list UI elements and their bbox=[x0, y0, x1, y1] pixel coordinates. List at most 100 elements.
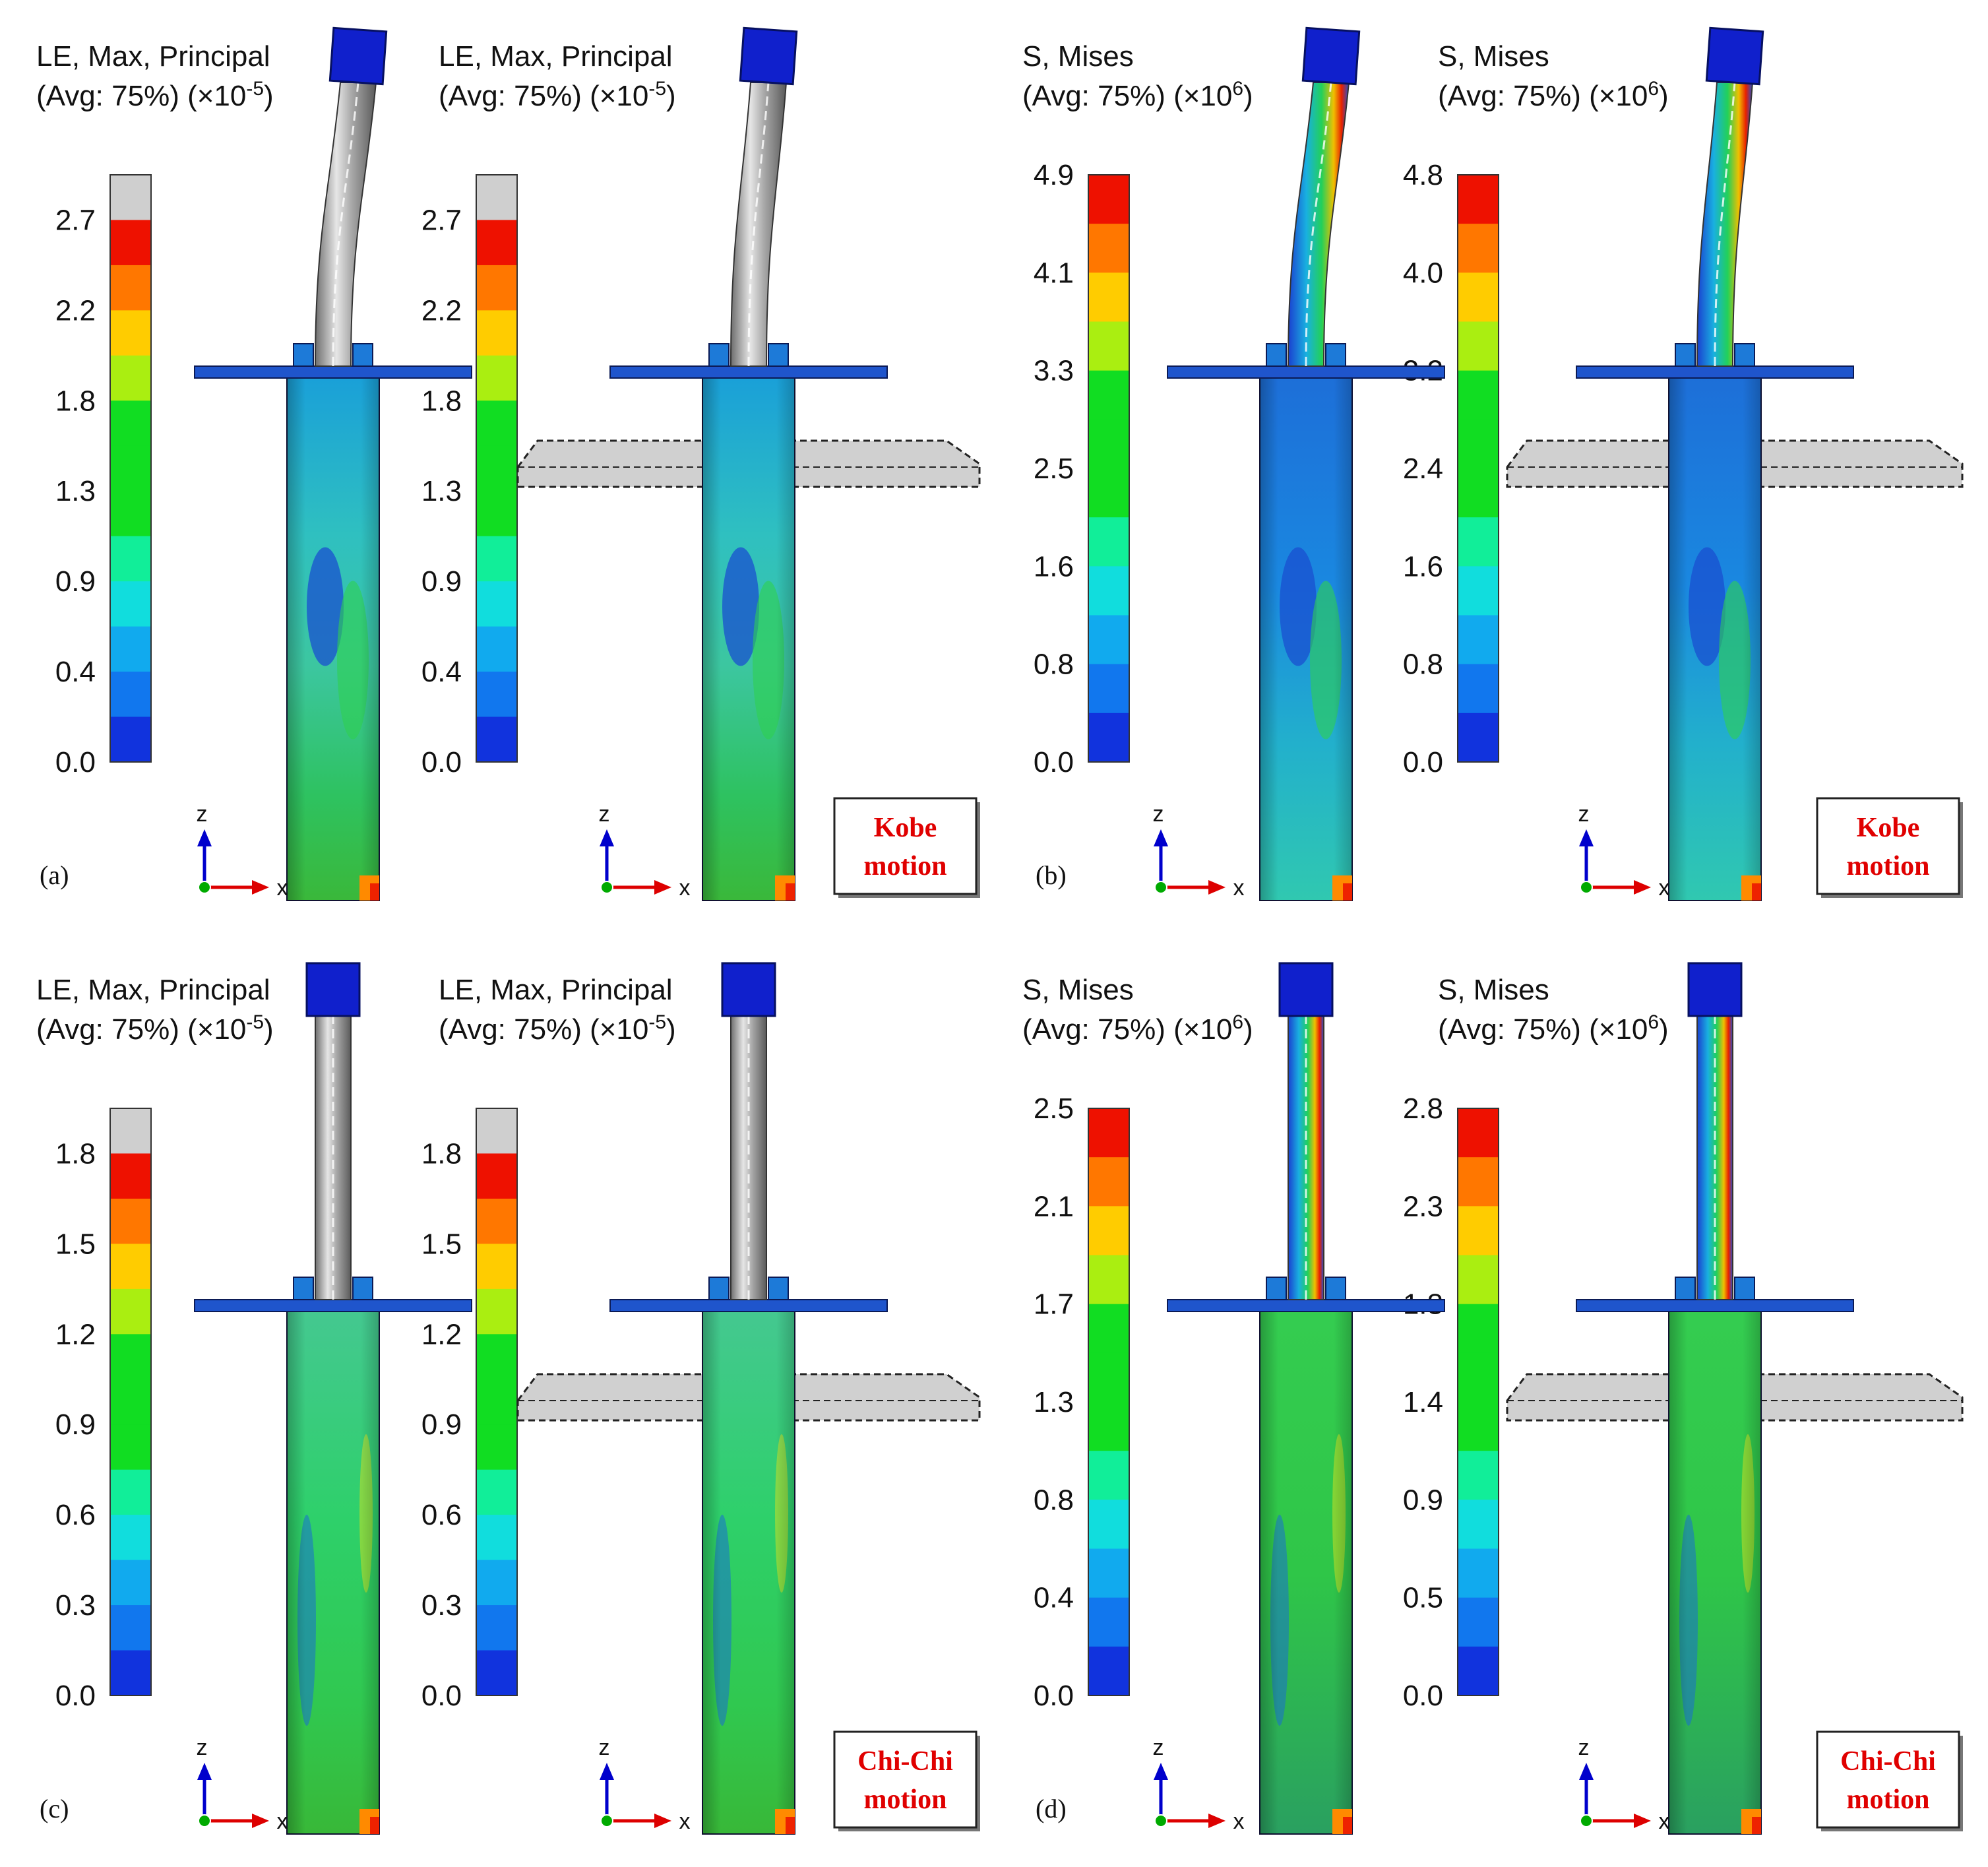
panel-c-left-tick-label: 1.2 bbox=[55, 1318, 96, 1350]
x-axis-label: x bbox=[1659, 1809, 1670, 1834]
x-axis-arrowhead bbox=[654, 880, 671, 895]
panel-c-right-colorbar-band bbox=[476, 1379, 517, 1425]
origin-dot bbox=[1154, 1814, 1167, 1827]
z-axis-arrowhead bbox=[1579, 829, 1594, 846]
x-axis-arrowhead bbox=[1634, 880, 1651, 895]
panel-d-left-pile-shade bbox=[1260, 1312, 1352, 1834]
panel-b-right-colorbar-band bbox=[1458, 664, 1499, 714]
panel-d-left-colorbar-band bbox=[1088, 1402, 1129, 1451]
panel-b-right-colorbar-band bbox=[1458, 370, 1499, 420]
panel-d-left-colorbar-band bbox=[1088, 1304, 1129, 1354]
motion-box-frame bbox=[833, 797, 978, 895]
panel-a-left-axis-triad: zx bbox=[197, 802, 288, 901]
panel-a-left-colorbar-band bbox=[110, 626, 151, 672]
panel-d-left-mass-block bbox=[1278, 962, 1334, 1017]
z-axis-arrowhead bbox=[1154, 829, 1168, 846]
panel-d-left-colorbar-band bbox=[1088, 1255, 1129, 1305]
motion-box-frame bbox=[1816, 797, 1960, 895]
panel-a-left-colorbar-band bbox=[110, 265, 151, 311]
panel-a-right-colorbar-band bbox=[476, 175, 517, 221]
panel-d-left-tick-label: 1.3 bbox=[1034, 1386, 1074, 1418]
panel-label: (c) bbox=[40, 1794, 69, 1823]
panel-a-left-cap-plate bbox=[194, 365, 472, 379]
origin-dot bbox=[1154, 881, 1167, 894]
panel-label: (b) bbox=[1036, 860, 1067, 890]
panel-a-right-colorbar-band bbox=[476, 310, 517, 356]
panel-a-right-column-shaft bbox=[730, 82, 788, 367]
panel-label: (a) bbox=[40, 860, 69, 890]
panel-b-right-column-shaft bbox=[1696, 82, 1754, 367]
panel-c-left-title-line1: LE, Max, Principal bbox=[36, 974, 270, 1006]
panel-b-right-pile-shade bbox=[1669, 378, 1761, 901]
panel-b-right-axis-triad: zx bbox=[1578, 802, 1670, 901]
z-axis-label: z bbox=[599, 1735, 610, 1760]
panel-c-left-axis-triad: zx bbox=[197, 1735, 288, 1834]
panel-c-right-tick-label: 1.5 bbox=[421, 1228, 462, 1260]
panel-d-left-colorbar-frame bbox=[1088, 1108, 1130, 1696]
panel-b-left-axis-triad: zx bbox=[1153, 802, 1245, 901]
panel-c-left-colorbar-band bbox=[110, 1469, 151, 1515]
panel-c-left-bracket-left bbox=[293, 1277, 314, 1300]
panel-b-left-bracket-right bbox=[1325, 343, 1346, 367]
panel-a-left-bracket-right bbox=[352, 343, 373, 367]
panel-c-motion-box: Chi-Chi motion bbox=[833, 1730, 980, 1831]
panel-b-left-tick-label: 1.6 bbox=[1034, 550, 1074, 583]
panel-d-left-colorbar-band bbox=[1088, 1500, 1129, 1550]
panel-d-right-tick-label: 2.8 bbox=[1403, 1092, 1443, 1125]
panel-c-left-colorbar-band bbox=[110, 1379, 151, 1425]
panel-d-left-title-line1: S, Mises bbox=[1022, 974, 1134, 1006]
panel-c-right-colorbar-band bbox=[476, 1469, 517, 1515]
motion-box-line1: Kobe bbox=[1857, 813, 1920, 843]
x-axis-arrowhead bbox=[1634, 1814, 1651, 1828]
panel-b-right-colorbar-band bbox=[1458, 224, 1499, 273]
panel-c-right-colorbar-band bbox=[476, 1560, 517, 1606]
panel-d-left-colorbar-band bbox=[1088, 1108, 1129, 1158]
panel-a-left-colorbar-band bbox=[110, 536, 151, 582]
panel-b-left-tick-label: 3.3 bbox=[1034, 355, 1074, 387]
panel-a-left-colorbar-band bbox=[110, 445, 151, 491]
panel-d-left-tick-label: 0.8 bbox=[1034, 1484, 1074, 1516]
panel-b-right-colorbar-frame bbox=[1457, 174, 1499, 763]
panel-d-motion-box: Chi-Chi motion bbox=[1816, 1730, 1963, 1831]
z-axis-label: z bbox=[197, 802, 208, 827]
panel-a-right-colorbar-band bbox=[476, 581, 517, 627]
z-axis-label: z bbox=[197, 1735, 208, 1760]
panel-a-left-pier-model bbox=[194, 26, 472, 901]
panel-a-right-colorbar-band bbox=[476, 355, 517, 401]
panel-a-left-column-shaft bbox=[314, 82, 377, 367]
panel-d-left-tick-label: 0.4 bbox=[1034, 1582, 1074, 1614]
panel-b-left-colorbar-band bbox=[1088, 712, 1129, 763]
panel-b-left-colorbar-band bbox=[1088, 321, 1129, 371]
panel-b-left-column-highlight bbox=[1305, 82, 1332, 367]
panel-d-right-hot-spot-core bbox=[1752, 1817, 1761, 1834]
origin-dot bbox=[600, 881, 613, 894]
panel-b-left-hot-spot-core bbox=[1343, 883, 1352, 901]
panel-a-left-colorbar bbox=[109, 174, 152, 763]
panel-a-left-colorbar-band bbox=[110, 175, 151, 221]
panel-a-left-colorbar-frame bbox=[109, 174, 152, 763]
panel-c-right-colorbar-band bbox=[476, 1334, 517, 1380]
panel-c-right-tick-label: 0.3 bbox=[421, 1589, 462, 1622]
motion-box-line2: motion bbox=[864, 1785, 947, 1815]
panel-a-left-title-line2: (Avg: 75%) (×10-5) bbox=[36, 78, 274, 112]
panel-d-right-title-line1: S, Mises bbox=[1438, 974, 1549, 1006]
panel-b-left-colorbar bbox=[1088, 174, 1130, 763]
panel-a-left-bracket-left bbox=[293, 343, 314, 367]
panel-d-right-colorbar-band bbox=[1458, 1451, 1499, 1500]
panel-b-left-tick-label: 0.8 bbox=[1034, 649, 1074, 681]
z-axis-arrowhead bbox=[600, 829, 614, 846]
panel-d-right-pile-shade bbox=[1669, 1312, 1761, 1834]
panel-a-left-pile-shade bbox=[287, 378, 379, 901]
panel-a-right-cap-plate bbox=[609, 365, 888, 379]
panel-a-right-mass-block bbox=[739, 26, 798, 86]
panel-b-left-title-line2: (Avg: 75%) (×106) bbox=[1022, 78, 1253, 112]
x-axis-arrowhead bbox=[252, 880, 269, 895]
panel-a-right-pile-shade bbox=[702, 378, 795, 901]
panel-c-left-tick-label: 1.5 bbox=[55, 1228, 96, 1260]
panel-a-right-tick-label: 0.0 bbox=[421, 746, 462, 778]
panel-c-right-colorbar-band bbox=[476, 1153, 517, 1199]
panel-d-right-tick-label: 0.5 bbox=[1403, 1582, 1443, 1614]
panel-c-left-colorbar-band bbox=[110, 1153, 151, 1199]
x-axis-label: x bbox=[1659, 875, 1670, 901]
